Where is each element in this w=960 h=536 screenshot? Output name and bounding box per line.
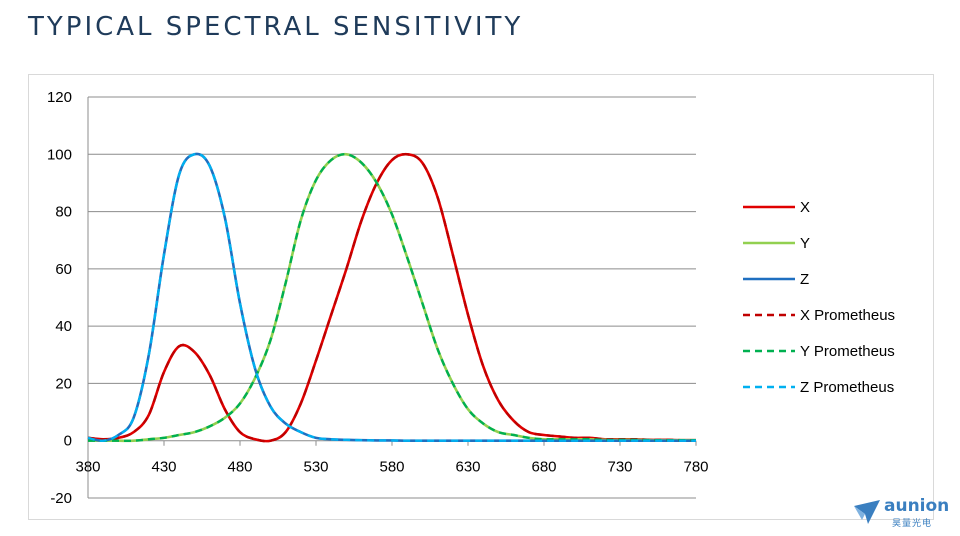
y-tick-label: 80	[55, 204, 72, 221]
y-tick-label: 0	[64, 433, 72, 450]
y-tick-label: 40	[55, 318, 72, 335]
legend-entry: Z	[743, 271, 809, 288]
y-tick-label: 60	[55, 261, 72, 278]
legend-entry: Y Prometheus	[743, 343, 895, 360]
y-tick-label: 20	[55, 375, 72, 392]
x-tick-label: 780	[683, 459, 708, 476]
x-tick-label: 380	[75, 459, 100, 476]
company-logo: aunion 昊量光电	[852, 496, 952, 530]
y-tick-label: -20	[50, 490, 72, 507]
x-tick-label: 680	[531, 459, 556, 476]
axis-layer: -20 0 20 40 60 80 100 120 380 430 480 530 580 630 680 7…	[47, 89, 709, 507]
series-layer	[87, 152, 697, 443]
series-line-x	[87, 152, 697, 443]
legend-label: Y Prometheus	[800, 343, 895, 360]
legend-entry: Y	[743, 235, 810, 252]
grid-layer	[88, 96, 696, 499]
logo-mark-icon	[854, 500, 880, 524]
x-tick-label: 530	[303, 459, 328, 476]
y-tick-label: 120	[47, 89, 72, 106]
legend: X Y Z X Prometheus Y Prometheus Z Prometheus	[743, 199, 895, 396]
x-tick-label: 430	[151, 459, 176, 476]
legend-label: Z	[800, 271, 809, 288]
series-line-y-prometheus	[88, 153, 696, 443]
legend-label: Z Prometheus	[800, 379, 894, 396]
page-title: TYPICAL SPECTRAL SENSITIVITY	[28, 12, 524, 42]
logo-name: aunion	[884, 496, 950, 516]
series-line-x-prometheus	[87, 153, 697, 443]
y-tick-label: 100	[47, 146, 72, 163]
legend-entry: X	[743, 199, 810, 216]
x-tick-label: 730	[607, 459, 632, 476]
x-tick-label: 480	[227, 459, 252, 476]
legend-label: X	[800, 199, 810, 216]
x-tick-label: 630	[455, 459, 480, 476]
legend-entry: X Prometheus	[743, 307, 895, 324]
legend-label: X Prometheus	[800, 307, 895, 324]
legend-entry: Z Prometheus	[743, 379, 894, 396]
series-line-z-prometheus	[87, 152, 696, 442]
legend-label: Y	[800, 235, 810, 252]
logo-subtitle: 昊量光电	[892, 518, 933, 528]
x-tick-label: 580	[379, 459, 404, 476]
chart-frame	[28, 74, 934, 520]
series-line-y	[88, 152, 696, 443]
series-line-z	[87, 152, 696, 443]
